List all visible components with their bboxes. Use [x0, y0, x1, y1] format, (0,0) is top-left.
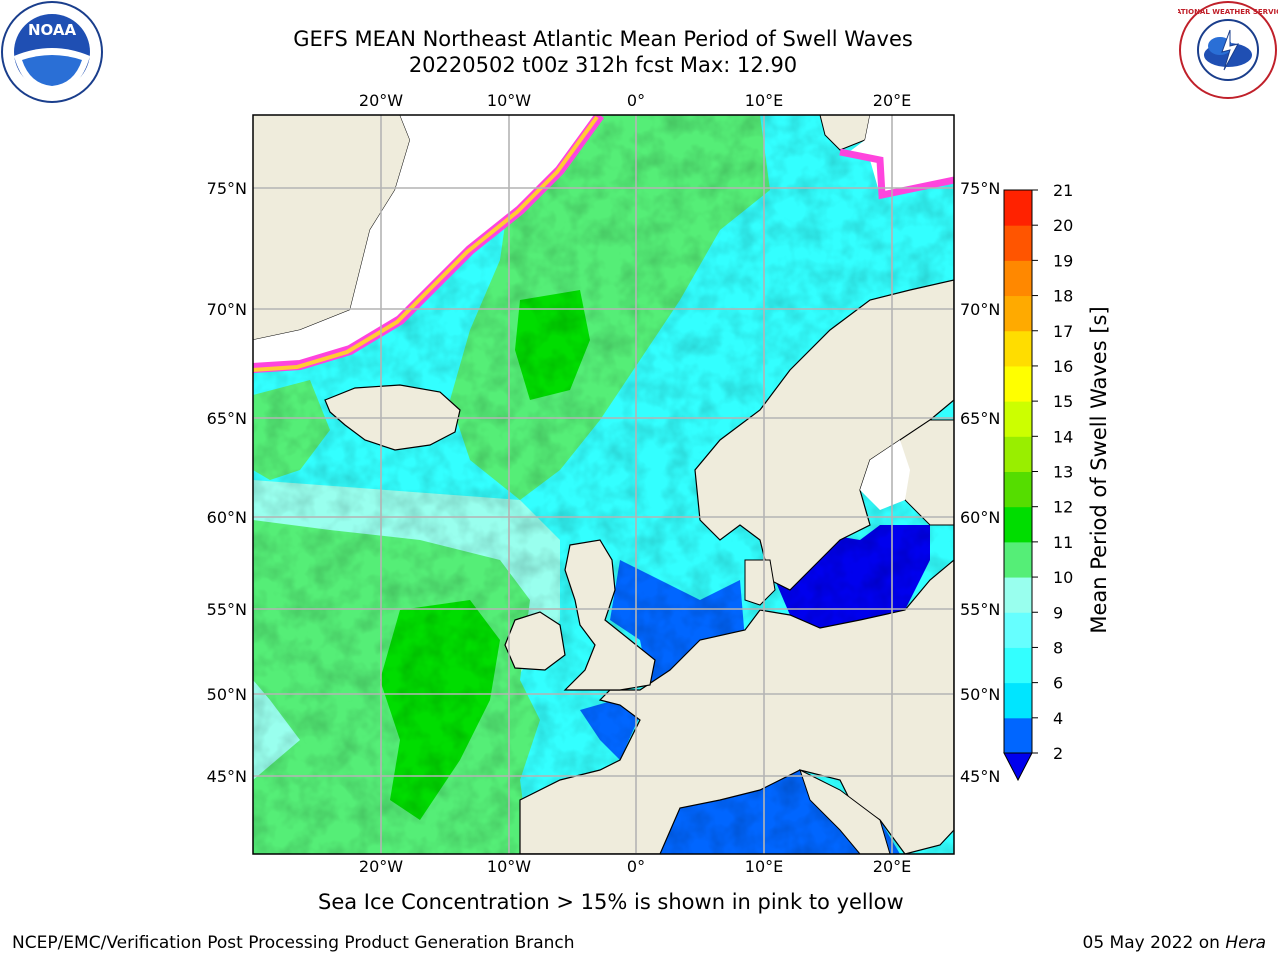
colorbar-tick-label: 20: [1053, 216, 1073, 235]
lat-tick-label: 65°N: [207, 409, 247, 428]
svalbard-land: [819, 115, 871, 151]
colorbar-tick-label: 2: [1053, 744, 1063, 763]
map-title: GEFS MEAN Northeast Atlantic Mean Period…: [293, 27, 913, 51]
lat-tick-label: 60°N: [960, 508, 1000, 527]
colorbar-tick-label: 19: [1053, 251, 1073, 270]
lat-tick-label: 50°N: [207, 685, 247, 704]
lon-labels-bottom: 20°W 10°W 0° 10°E 20°E: [359, 857, 911, 876]
svg-text:NOAA: NOAA: [28, 21, 77, 39]
denmark-land: [744, 559, 776, 606]
lon-tick-label: 20°W: [359, 857, 403, 876]
colorbar-segment: [1004, 401, 1032, 437]
lon-tick-label: 20°E: [873, 91, 911, 110]
colorbar-segment: [1004, 225, 1032, 261]
lat-labels-left: 75°N 70°N 65°N 60°N 55°N 50°N 45°N: [207, 179, 247, 786]
colorbar-tick-label: 8: [1053, 638, 1063, 657]
colorbar-tick-label: 18: [1053, 287, 1073, 306]
colorbar: 2 4 6 8 9 10 11 12 13 14 15 16 17 18 19 20 21: [1003, 181, 1073, 782]
svg-text:NATIONAL WEATHER SERVICE: NATIONAL WEATHER SERVICE: [1178, 8, 1278, 16]
colorbar-tick-label: 15: [1053, 392, 1073, 411]
lon-tick-label: 0°: [627, 91, 645, 110]
lon-labels-top: 20°W 10°W 0° 10°E 20°E: [359, 91, 911, 110]
colorbar-segment: [1004, 682, 1032, 719]
lat-tick-label: 75°N: [960, 179, 1000, 198]
lat-tick-label: 70°N: [960, 300, 1000, 319]
sea-ice-greenland-white: [253, 115, 600, 368]
lat-tick-label: 60°N: [207, 508, 247, 527]
footer-credit: NCEP/EMC/Verification Post Processing Pr…: [12, 933, 575, 953]
colorbar-tick-label: 6: [1053, 674, 1063, 693]
lat-tick-label: 45°N: [960, 767, 1000, 786]
graticule: [253, 115, 954, 854]
lon-tick-label: 10°W: [487, 91, 531, 110]
lon-tick-label: 10°E: [745, 857, 783, 876]
colorbar-segment: [1004, 612, 1032, 648]
colorbar-tick-label: 13: [1053, 463, 1073, 482]
italy-land: [799, 769, 891, 854]
sea-ice-edge-inner: [253, 115, 599, 372]
colorbar-segment: [1004, 436, 1032, 472]
colorbar-tick-label: 17: [1053, 322, 1073, 341]
svalbard-ice: [845, 115, 954, 195]
colorbar-segment: [1004, 295, 1032, 332]
nws-logo: NATIONAL WEATHER SERVICE: [1178, 1, 1278, 99]
lon-tick-label: 20°W: [359, 91, 403, 110]
lon-tick-label: 0°: [627, 857, 645, 876]
colorbar-extend-arrow: [1003, 752, 1033, 782]
colorbar-segment: [1004, 260, 1032, 297]
gulf-bothnia-white: [860, 440, 910, 510]
lat-tick-label: 55°N: [207, 600, 247, 619]
lon-tick-label: 20°E: [873, 857, 911, 876]
colorbar-segment: [1004, 190, 1032, 226]
footer-date: 05 May 2022 on Hera: [1083, 933, 1267, 953]
colorbar-segment: [1004, 506, 1032, 543]
noaa-logo: NOAA: [1, 1, 103, 103]
lat-labels-right: 75°N 70°N 65°N 60°N 55°N 50°N 45°N: [960, 179, 1000, 786]
colorbar-tick-label: 14: [1053, 427, 1073, 446]
map-area: [253, 115, 954, 854]
sea-ice-note: Sea Ice Concentration > 15% is shown in …: [318, 890, 904, 914]
lat-tick-label: 75°N: [207, 179, 247, 198]
lat-tick-label: 70°N: [207, 300, 247, 319]
colorbar-tick-label: 9: [1053, 603, 1063, 622]
ireland-land: [504, 611, 566, 671]
colorbar-tick-label: 4: [1053, 709, 1063, 728]
colorbar-label: Mean Period of Swell Waves [s]: [1087, 306, 1111, 633]
colorbar-segment: [1004, 471, 1032, 508]
colorbar-segment: [1004, 577, 1032, 613]
colorbar-tick-label: 21: [1053, 181, 1073, 200]
lat-tick-label: 45°N: [207, 767, 247, 786]
colorbar-segment: [1004, 365, 1032, 402]
colorbar-segment: [1004, 647, 1032, 684]
footer-machine: Hera: [1225, 933, 1266, 953]
colorbar-segment: [1004, 541, 1032, 578]
map-frame: [252, 114, 955, 855]
colorbar-tick-label: 12: [1053, 498, 1073, 517]
colorbar-segment: [1004, 330, 1032, 367]
europe-mainland-land: [519, 559, 954, 854]
colorbar-segment: [1004, 717, 1032, 754]
great-britain-land: [563, 539, 656, 691]
lat-tick-label: 50°N: [960, 685, 1000, 704]
colorbar-tick-label: 10: [1053, 568, 1073, 587]
colorbar-tick-label: 16: [1053, 357, 1073, 376]
lat-tick-label: 65°N: [960, 409, 1000, 428]
map-subtitle: 20220502 t00z 312h fcst Max: 12.90: [408, 53, 798, 77]
footer-date-text: 05 May 2022 on: [1082, 933, 1220, 953]
colorbar-tick-label: 11: [1053, 533, 1073, 552]
lon-tick-label: 10°W: [487, 857, 531, 876]
lat-tick-label: 55°N: [960, 600, 1000, 619]
lon-tick-label: 10°E: [745, 91, 783, 110]
